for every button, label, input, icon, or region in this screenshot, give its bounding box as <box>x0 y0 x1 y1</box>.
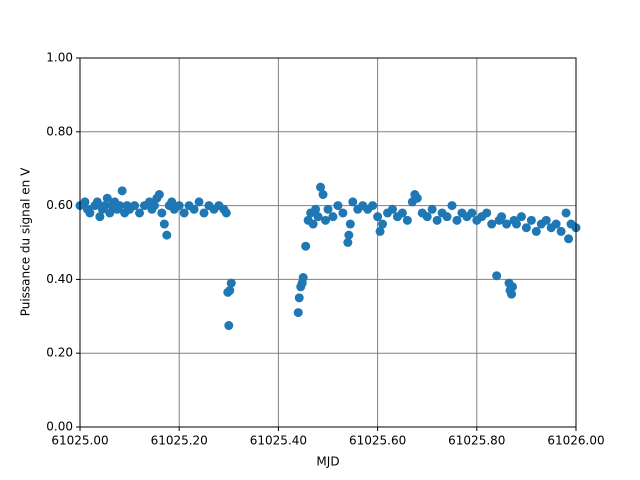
point <box>225 285 235 295</box>
point <box>344 230 354 240</box>
point <box>412 193 422 203</box>
point <box>375 226 385 236</box>
point <box>348 197 358 207</box>
y-tick-label: 1.00 <box>46 51 73 65</box>
x-tick-label: 61025.40 <box>250 434 307 448</box>
x-tick-label: 61025.00 <box>51 434 108 448</box>
y-tick-label: 0.60 <box>46 198 73 212</box>
point <box>442 212 452 222</box>
point <box>80 197 90 207</box>
point <box>162 230 172 240</box>
point <box>149 201 159 211</box>
point <box>516 212 526 222</box>
point <box>189 204 199 214</box>
point <box>345 219 355 229</box>
point <box>179 208 189 218</box>
point <box>100 201 110 211</box>
y-tick-label: 0.40 <box>46 272 73 286</box>
point <box>561 208 571 218</box>
point <box>115 201 125 211</box>
point <box>422 212 432 222</box>
point <box>85 208 95 218</box>
point <box>492 271 502 281</box>
point <box>313 212 323 222</box>
point <box>226 278 236 288</box>
point <box>447 201 457 211</box>
y-tick-label: 0.20 <box>46 346 73 360</box>
point <box>95 212 105 222</box>
point <box>452 215 462 225</box>
point <box>564 234 574 244</box>
point <box>135 208 145 218</box>
point <box>92 197 102 207</box>
point <box>117 186 127 196</box>
point <box>154 190 164 200</box>
x-tick-label: 61025.20 <box>151 434 208 448</box>
point <box>502 219 512 229</box>
x-tick-label: 61026.00 <box>547 434 604 448</box>
point <box>308 219 318 229</box>
x-tick-label: 61025.60 <box>349 434 406 448</box>
x-tick-label: 61025.80 <box>448 434 505 448</box>
point <box>556 226 566 236</box>
point <box>427 204 437 214</box>
point <box>316 182 326 192</box>
point <box>487 219 497 229</box>
point <box>373 212 383 222</box>
point <box>293 308 303 318</box>
point <box>321 215 331 225</box>
point <box>167 197 177 207</box>
point <box>157 208 167 218</box>
point <box>318 190 328 200</box>
point <box>194 197 204 207</box>
point <box>482 208 492 218</box>
point <box>511 219 521 229</box>
point <box>497 212 507 222</box>
point <box>531 226 541 236</box>
point <box>551 219 561 229</box>
point <box>467 208 477 218</box>
point <box>159 219 169 229</box>
point <box>221 208 231 218</box>
point <box>521 223 531 233</box>
point <box>508 282 518 292</box>
point <box>199 208 209 218</box>
point <box>311 204 321 214</box>
point <box>301 241 311 251</box>
point <box>387 204 397 214</box>
point <box>402 215 412 225</box>
plot-frame <box>79 57 577 428</box>
y-tick-label: 0.80 <box>46 124 73 138</box>
point <box>432 215 442 225</box>
point <box>224 321 234 331</box>
point <box>343 238 353 247</box>
point <box>368 201 378 211</box>
point <box>102 193 112 203</box>
point <box>378 219 388 229</box>
point <box>323 204 333 214</box>
y-axis-label: Puissance du signal en V <box>19 167 33 316</box>
point <box>333 201 343 211</box>
point <box>526 215 536 225</box>
point <box>541 215 551 225</box>
point <box>397 208 407 218</box>
point <box>328 212 338 222</box>
point <box>298 273 308 283</box>
point <box>174 201 184 211</box>
point <box>105 208 115 218</box>
y-tick-label: 0.00 <box>46 420 73 434</box>
point <box>338 208 348 218</box>
x-axis-label: MJD <box>316 455 339 469</box>
point <box>507 289 517 299</box>
point <box>130 201 140 211</box>
point <box>294 293 304 303</box>
